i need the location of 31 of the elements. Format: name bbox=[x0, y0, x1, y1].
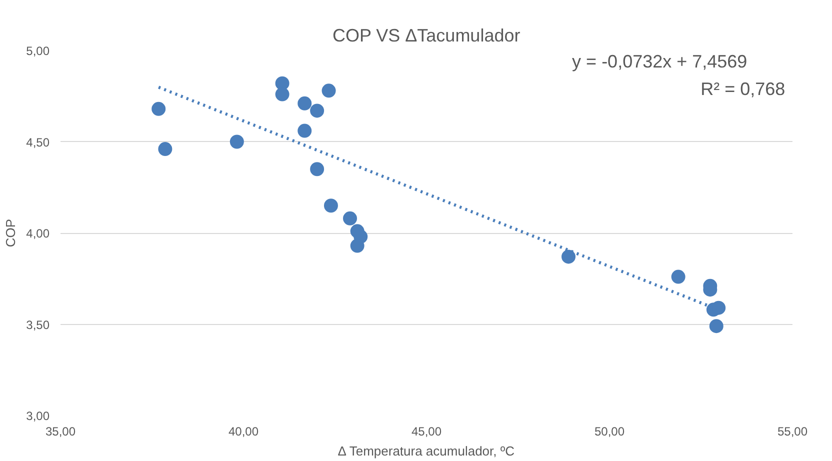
point bbox=[298, 124, 312, 138]
point bbox=[562, 250, 576, 264]
point bbox=[322, 84, 336, 98]
annotation: y = -0,0732x + 7,4569 bbox=[572, 51, 748, 72]
y-tick-label: 4,50 bbox=[26, 135, 50, 150]
chart-title: COP VS ΔTacumulador bbox=[332, 26, 520, 46]
y-tick-label: 3,00 bbox=[26, 409, 50, 423]
x-tick-label: 45,00 bbox=[411, 424, 442, 438]
annotation: R² = 0,768 bbox=[700, 78, 786, 99]
y-tick-label: 3,50 bbox=[26, 318, 50, 332]
x-tick-label: 40,00 bbox=[228, 424, 259, 438]
y-tick-label: 5,00 bbox=[26, 44, 50, 58]
point bbox=[275, 87, 290, 102]
y-axis-title: COP bbox=[3, 218, 18, 248]
point bbox=[712, 300, 726, 315]
point bbox=[152, 102, 166, 116]
point bbox=[324, 198, 338, 213]
point bbox=[350, 238, 364, 253]
point bbox=[310, 104, 324, 118]
y-tick-label: 4,00 bbox=[26, 226, 50, 240]
point bbox=[158, 142, 172, 156]
point bbox=[343, 211, 358, 226]
point bbox=[709, 319, 724, 334]
x-tick-label: 50,00 bbox=[594, 424, 625, 438]
point bbox=[671, 270, 686, 284]
x-tick-label: 35,00 bbox=[45, 424, 76, 438]
point bbox=[230, 134, 244, 149]
x-axis-title: Δ Temperatura acumulador, ºC bbox=[338, 444, 515, 458]
x-tick-label: 55,00 bbox=[777, 424, 808, 438]
point bbox=[310, 162, 324, 176]
point bbox=[298, 96, 312, 110]
